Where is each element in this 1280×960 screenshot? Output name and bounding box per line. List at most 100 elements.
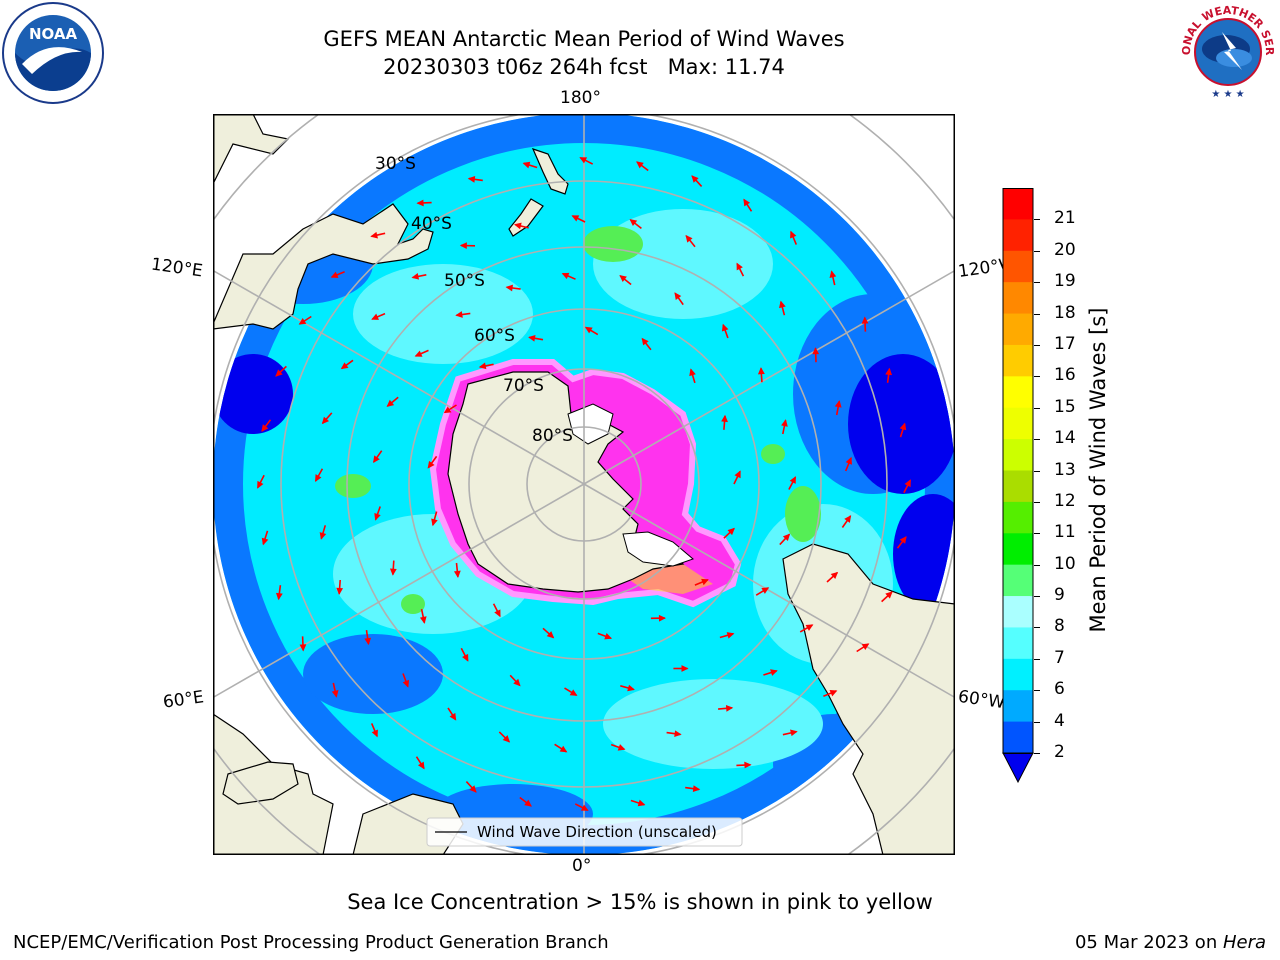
arrow-head — [781, 419, 788, 427]
arrow-head — [689, 368, 696, 377]
colorbar-tick-label: 11 — [1054, 522, 1076, 543]
sea-ice-note: Sea Ice Concentration > 15% is shown in … — [347, 890, 933, 914]
arrow-head — [658, 614, 667, 622]
colorbar-tick-mark — [1034, 376, 1040, 378]
chart-title: GEFS MEAN Antarctic Mean Period of Wind … — [323, 27, 845, 51]
arrow-head — [736, 262, 743, 271]
polar-map: 30°S 40°S 50°S 60°S 70°S 80°S Wind Wave … — [213, 114, 955, 855]
arrow-head — [829, 690, 838, 697]
svg-text:★ ★ ★: ★ ★ ★ — [1211, 89, 1244, 100]
arrow-head — [579, 157, 588, 164]
arrow-head — [744, 761, 752, 769]
colorbar-tick-mark — [1034, 439, 1040, 441]
colorbar-swatch — [1003, 282, 1033, 315]
colorbar-swatch — [1003, 188, 1033, 220]
colorbar-tick-mark — [1034, 282, 1040, 284]
colorbar-tick-mark — [1034, 219, 1040, 221]
arrow-head — [443, 406, 452, 414]
colorbar-tick-label: 20 — [1054, 239, 1076, 260]
arrow-head — [374, 512, 381, 521]
footer-branch: NCEP/EMC/Verification Post Processing Pr… — [13, 932, 609, 953]
arrow-head — [427, 460, 435, 469]
arrow-head — [899, 536, 907, 544]
lon-label-right-lower: 60°W — [956, 686, 1007, 714]
noaa-logo-text: NOAA — [29, 25, 78, 43]
arrow-head — [261, 537, 269, 546]
arrow-head — [834, 400, 842, 408]
arrow-head — [419, 616, 427, 624]
arrow-head — [319, 532, 327, 540]
arrow-head — [790, 230, 797, 239]
arrow-head — [275, 369, 283, 377]
land-south-america — [782, 543, 955, 855]
arrow-head — [604, 632, 613, 640]
lat-label-50s: 50°S — [444, 271, 485, 291]
arrow-head — [885, 591, 893, 599]
colorbar-swatch — [1003, 501, 1033, 534]
lat-label-60s: 60°S — [474, 326, 515, 346]
arrow-head — [257, 480, 264, 489]
colorbar-swatch — [1003, 313, 1033, 346]
arrow-head — [805, 624, 814, 631]
arrow-head — [617, 744, 626, 751]
map-panel: 30°S 40°S 50°S 60°S 70°S 80°S Wind Wave … — [213, 114, 955, 855]
arrow-head — [721, 414, 728, 423]
colorbar-tick-label: 15 — [1054, 396, 1076, 417]
arrow-head — [861, 316, 869, 324]
arrow-head — [569, 689, 578, 696]
arrow-head — [691, 175, 699, 183]
colorbar-tick-label: 19 — [1054, 271, 1076, 292]
arrow-head — [299, 644, 307, 652]
arrow-head — [701, 578, 709, 586]
arrow-head — [899, 422, 907, 431]
colorbar-tick-mark — [1034, 407, 1040, 409]
colorbar-tick-label: 6 — [1054, 679, 1065, 700]
arrow-head — [636, 161, 644, 169]
colorbar-tick-mark — [1034, 658, 1040, 660]
map-frame — [213, 114, 955, 855]
arrow-head — [478, 362, 487, 370]
colorbar-swatch — [1003, 376, 1033, 409]
colorbar-tick-mark — [1034, 250, 1040, 252]
colorbar-tick-label: 18 — [1054, 302, 1076, 323]
arrow-head — [414, 350, 423, 357]
arrow-head — [726, 632, 735, 639]
arrow-head — [275, 592, 283, 601]
colorbar-tick-mark — [1034, 344, 1040, 346]
arrow-head — [830, 571, 839, 580]
arrow-head — [417, 761, 425, 770]
arrow-head — [513, 678, 521, 687]
arrow-head — [261, 424, 269, 432]
arrow-head — [298, 317, 307, 325]
colorbar-tick-label: 4 — [1054, 710, 1065, 731]
colorbar-swatch — [1003, 627, 1033, 660]
arrow-head — [692, 785, 701, 793]
arrow-head — [528, 335, 536, 342]
green-patch — [583, 226, 643, 262]
arrow-head — [546, 631, 555, 639]
arrow-head — [559, 745, 568, 753]
arrow-head — [502, 735, 511, 743]
colorbar-tick-mark — [1034, 313, 1040, 315]
arrow-head — [315, 474, 322, 483]
arrow-head — [770, 669, 778, 676]
arrow-head — [584, 326, 593, 334]
lat-label-80s: 80°S — [532, 426, 573, 446]
colorbar-tick-label: 14 — [1054, 428, 1076, 449]
colorbar-swatches — [1002, 188, 1034, 784]
colorbar-tick-mark — [1034, 627, 1040, 629]
arrow-head — [340, 362, 349, 370]
arrow-head — [331, 690, 339, 698]
arrow-head — [373, 455, 380, 464]
arrow-head — [416, 199, 424, 207]
arrow-head — [494, 609, 501, 618]
footer-date: 05 Mar 2023 on Hera — [1075, 932, 1266, 953]
arrow-head — [641, 337, 649, 346]
lat-label-30s: 30°S — [375, 154, 416, 174]
chart-subtitle: 20230303 t06z 264h fcst Max: 11.74 — [383, 55, 785, 79]
arrow-head — [411, 273, 420, 280]
lon-label-top: 180° — [560, 88, 601, 108]
nws-logo: NATIONAL WEATHER SERVICE ★ ★ ★ — [1173, 0, 1278, 102]
arrow-head — [513, 222, 522, 230]
arrow-head — [789, 476, 796, 484]
